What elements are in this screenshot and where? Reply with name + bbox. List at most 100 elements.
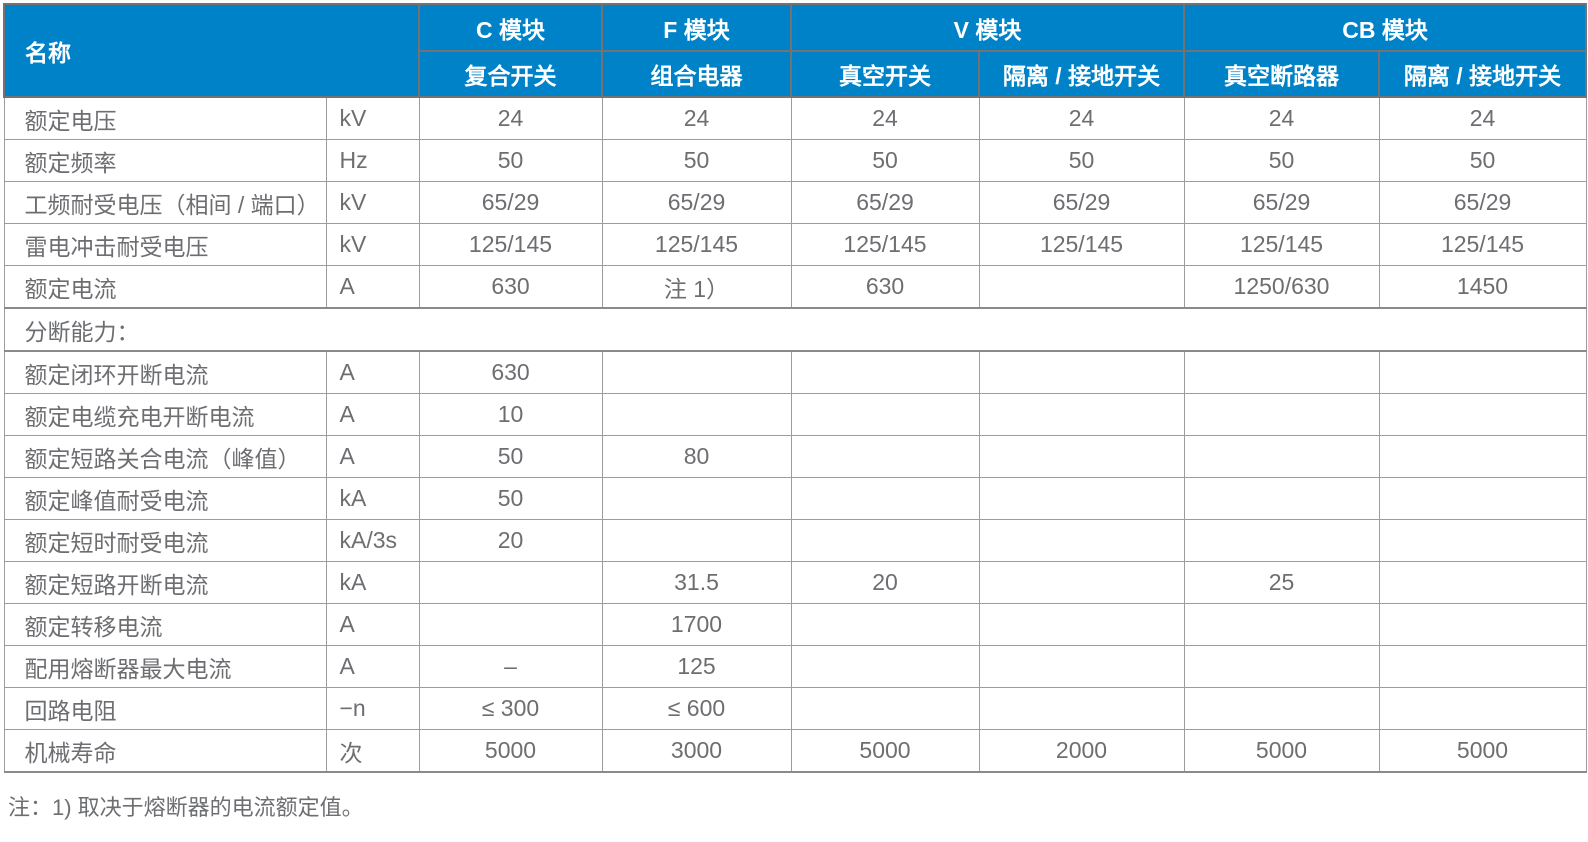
cell-value: 5000 <box>790 729 980 773</box>
cell-value <box>1378 393 1587 436</box>
cell-value: 24 <box>978 96 1185 140</box>
cell-value: 50 <box>790 139 980 182</box>
row-name: 额定短路开断电流 <box>3 561 327 604</box>
table-row: 额定闭环开断电流 A 630 <box>3 350 1587 394</box>
row-name: 配用熔断器最大电流 <box>3 645 327 688</box>
cell-value <box>790 603 980 646</box>
table-row: 工频耐受电压（相间 / 端口） kV 65/29 65/29 65/29 65/… <box>3 181 1587 224</box>
cell-value <box>1378 435 1587 478</box>
cell-value: 125 <box>601 645 792 688</box>
cell-value <box>978 561 1185 604</box>
cell-value: 50 <box>1378 139 1587 182</box>
cell-value <box>790 435 980 478</box>
row-name: 额定电缆充电开断电流 <box>3 393 327 436</box>
table-body: 额定电压 kV 24 24 24 24 24 24 额定频率 Hz 50 50 … <box>3 96 1587 773</box>
cell-value: 3000 <box>601 729 792 773</box>
cell-value: – <box>418 645 603 688</box>
row-name: 额定频率 <box>3 139 327 182</box>
cell-value: 125/145 <box>978 223 1185 266</box>
cell-value: 65/29 <box>418 181 603 224</box>
header-sub-row: 复合开关 组合电器 真空开关 隔离 / 接地开关 真空断路器 隔离 / 接地开关 <box>4 50 1588 98</box>
cell-value: 125/145 <box>790 223 980 266</box>
cell-value: 125/145 <box>1378 223 1587 266</box>
table-row: 额定转移电流 A 1700 <box>3 603 1587 646</box>
col-subheader-cb-disconnector-earthing: 隔离 / 接地开关 <box>1378 50 1588 98</box>
cell-value: 50 <box>601 139 792 182</box>
cell-value: 5000 <box>1183 729 1380 773</box>
cell-value <box>978 393 1185 436</box>
row-name: 额定短时耐受电流 <box>3 519 327 562</box>
col-subheader-f-combined-apparatus: 组合电器 <box>601 50 792 98</box>
cell-value <box>978 477 1185 520</box>
cell-value <box>1183 519 1380 562</box>
cell-value: 65/29 <box>790 181 980 224</box>
cell-value <box>601 393 792 436</box>
row-unit: A <box>325 435 420 478</box>
cell-value: 24 <box>1378 96 1587 140</box>
cell-value: 65/29 <box>1183 181 1380 224</box>
cell-value <box>1378 645 1587 688</box>
page: 名称 C 模块 F 模块 V 模块 CB 模块 复合开关 组合电器 真空开关 隔… <box>3 3 1588 820</box>
table-row: 额定峰值耐受电流 kA 50 <box>3 477 1587 520</box>
cell-value: 2000 <box>978 729 1185 773</box>
table-row: 额定频率 Hz 50 50 50 50 50 50 <box>3 139 1587 182</box>
cell-value <box>978 519 1185 562</box>
cell-value <box>978 603 1185 646</box>
cell-value: 10 <box>418 393 603 436</box>
cell-value: 630 <box>418 265 603 309</box>
col-subheader-v-vacuum-switch: 真空开关 <box>790 50 980 98</box>
cell-value: 50 <box>1183 139 1380 182</box>
row-unit: −n <box>325 687 420 730</box>
cell-value <box>1378 561 1587 604</box>
cell-value <box>790 519 980 562</box>
col-header-module-c: C 模块 <box>418 3 603 52</box>
cell-value <box>601 477 792 520</box>
row-unit: A <box>325 645 420 688</box>
cell-value: 80 <box>601 435 792 478</box>
cell-value <box>790 477 980 520</box>
row-name: 工频耐受电压（相间 / 端口） <box>3 181 327 224</box>
row-unit: kA <box>325 477 420 520</box>
row-unit: A <box>325 265 420 309</box>
table-row: 额定电压 kV 24 24 24 24 24 24 <box>3 96 1587 140</box>
cell-value <box>790 687 980 730</box>
row-name: 额定电压 <box>3 96 327 140</box>
cell-value: 注 1） <box>601 265 792 309</box>
row-unit: 次 <box>325 729 420 773</box>
cell-value <box>418 561 603 604</box>
cell-value: 1450 <box>1378 265 1587 309</box>
row-unit: Hz <box>325 139 420 182</box>
cell-value: 50 <box>418 435 603 478</box>
footnote: 注：1) 取决于熔断器的电流额定值。 <box>8 795 364 820</box>
cell-value <box>978 687 1185 730</box>
cell-value <box>1183 687 1380 730</box>
cell-value: ≤ 600 <box>601 687 792 730</box>
cell-value <box>790 393 980 436</box>
row-name: 额定短路关合电流（峰值） <box>3 435 327 478</box>
cell-value: 125/145 <box>1183 223 1380 266</box>
cell-value <box>1378 687 1587 730</box>
cell-value <box>601 350 792 394</box>
cell-value: 65/29 <box>601 181 792 224</box>
cell-value <box>1378 477 1587 520</box>
spec-table: 名称 C 模块 F 模块 V 模块 CB 模块 复合开关 组合电器 真空开关 隔… <box>3 3 1588 773</box>
cell-value: 125/145 <box>601 223 792 266</box>
section-label: 分断能力： <box>3 307 1587 352</box>
cell-value <box>1378 603 1587 646</box>
col-header-module-v: V 模块 <box>789 3 1186 52</box>
cell-value <box>1183 393 1380 436</box>
table-row: 额定短路开断电流 kA 31.5 20 25 <box>3 561 1587 604</box>
cell-value <box>790 350 980 394</box>
col-header-module-f: F 模块 <box>601 3 792 52</box>
cell-value <box>978 350 1185 394</box>
table-row: 额定短时耐受电流 kA/3s 20 <box>3 519 1587 562</box>
cell-value: 65/29 <box>978 181 1185 224</box>
cell-value: 31.5 <box>601 561 792 604</box>
cell-value <box>1378 350 1587 394</box>
cell-value <box>601 519 792 562</box>
table-row: 机械寿命 次 5000 3000 5000 2000 5000 5000 <box>3 729 1587 773</box>
row-unit: kV <box>325 223 420 266</box>
row-unit: kV <box>325 96 420 140</box>
cell-value <box>1183 603 1380 646</box>
cell-value <box>978 645 1185 688</box>
